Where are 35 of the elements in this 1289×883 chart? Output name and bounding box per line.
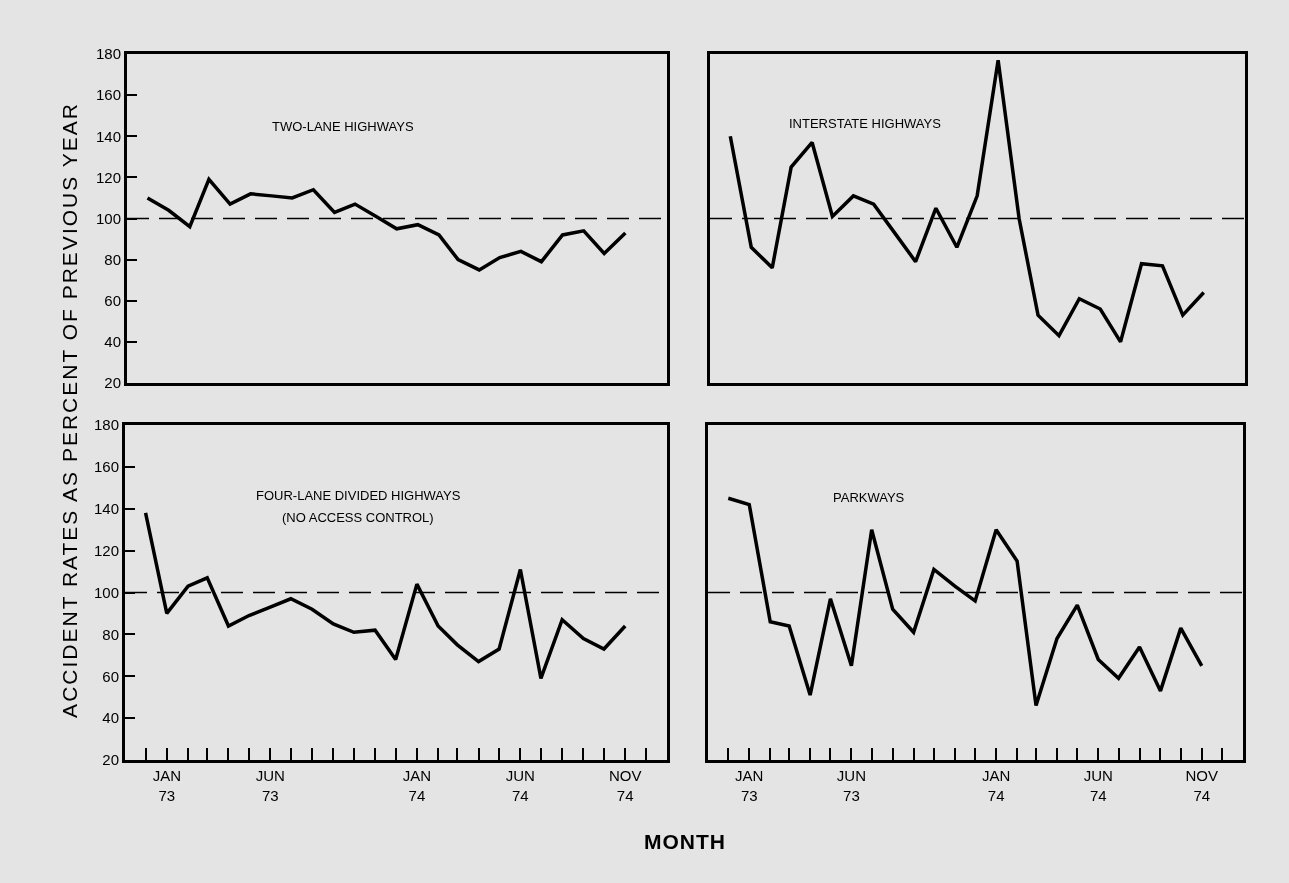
x-tick-label: JUN 74: [1083, 767, 1113, 804]
y-tick-label: 140: [93, 500, 119, 517]
y-tick-label: 80: [104, 250, 121, 268]
y-tick-label: 60: [104, 292, 121, 309]
x-tick-label: JAN 73: [152, 767, 181, 804]
y-tick-label: 40: [104, 333, 121, 351]
y-tick-label: 160: [93, 458, 119, 476]
y-tick-label: 60: [102, 667, 119, 685]
x-tick-label: NOV 74: [1185, 767, 1218, 804]
text: FOUR-LANE DIVIDED HIGHWAYS: [256, 488, 461, 503]
y-tick-label: 180: [93, 416, 119, 434]
x-tick-label: JUN 74: [505, 767, 535, 804]
x-tick-label: NOV 74: [608, 767, 642, 804]
y-tick-label: 40: [102, 709, 119, 727]
x-tick-label: JAN 74: [402, 767, 432, 804]
y-tick-label: 140: [95, 127, 121, 145]
text: INTERSTATE HIGHWAYS: [789, 116, 942, 131]
y-tick-label: 20: [104, 374, 121, 392]
y-tick-label: 20: [102, 751, 119, 769]
x-tick-label: JUN 73: [255, 767, 285, 804]
x-tick-label: JUN 73: [836, 767, 866, 804]
y-axis-title: ACCIDENT RATES AS PERCENT OF PREVIOUS YEAR: [57, 102, 82, 718]
y-tick-label: 120: [95, 168, 121, 186]
y-tick-label: 100: [95, 209, 121, 227]
x-tick-label: JAN 74: [981, 767, 1011, 804]
y-tick-label: 160: [95, 86, 121, 104]
x-axis-title: MONTH: [644, 830, 726, 854]
text: PARKWAYS: [833, 490, 905, 505]
y-tick-label: 80: [102, 625, 119, 643]
y-tick-label: 120: [93, 541, 119, 559]
x-tick-label: JAN 73: [735, 767, 764, 804]
y-tick-label: 180: [95, 45, 121, 63]
text: TWO-LANE HIGHWAYS: [272, 119, 414, 134]
text: (NO ACCESS CONTROL): [282, 510, 434, 525]
y-tick-label: 100: [93, 583, 119, 601]
